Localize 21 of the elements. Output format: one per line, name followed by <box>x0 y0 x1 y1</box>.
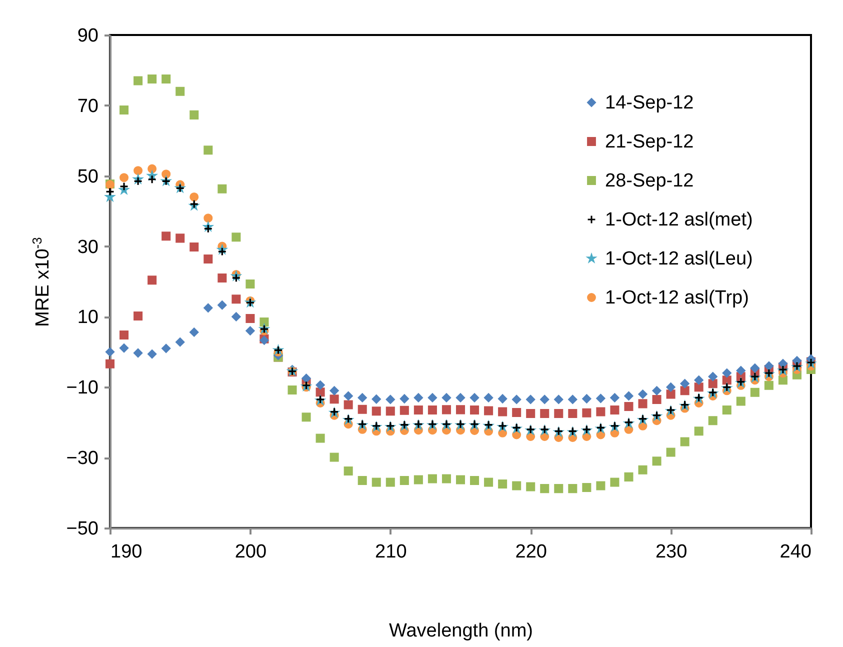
y-tick-label: 50 <box>77 166 98 188</box>
x-tick-label: 210 <box>375 542 407 562</box>
x-tick-label: 220 <box>515 542 547 562</box>
x-tick-label: 230 <box>655 542 688 562</box>
legend-label: 21-Sep-12 <box>605 132 694 152</box>
legend-label: 1-Oct-12 asl(Trp) <box>605 288 749 308</box>
legend-label: 14-Sep-12 <box>605 92 694 114</box>
x-axis-title: Wavelength (nm) <box>389 620 533 642</box>
x-tick-label: 200 <box>234 542 267 562</box>
legend-label: 1-Oct-12 asl(Leu) <box>605 248 753 270</box>
x-tick-label: 190 <box>110 542 142 562</box>
y-tick-label: −10 <box>66 378 98 399</box>
y-tick-label: 70 <box>77 96 98 117</box>
y-tick-label: 30 <box>77 236 98 258</box>
y-tick-label: 90 <box>77 26 98 46</box>
legend-label: 1-Oct-12 asl(met) <box>605 210 753 230</box>
y-tick-label: −30 <box>66 448 98 470</box>
x-tick-label: 240 <box>780 542 812 562</box>
y-tick-label: −50 <box>66 518 98 540</box>
legend-label: 28-Sep-12 <box>605 170 694 192</box>
y-tick-label: 10 <box>77 307 98 328</box>
